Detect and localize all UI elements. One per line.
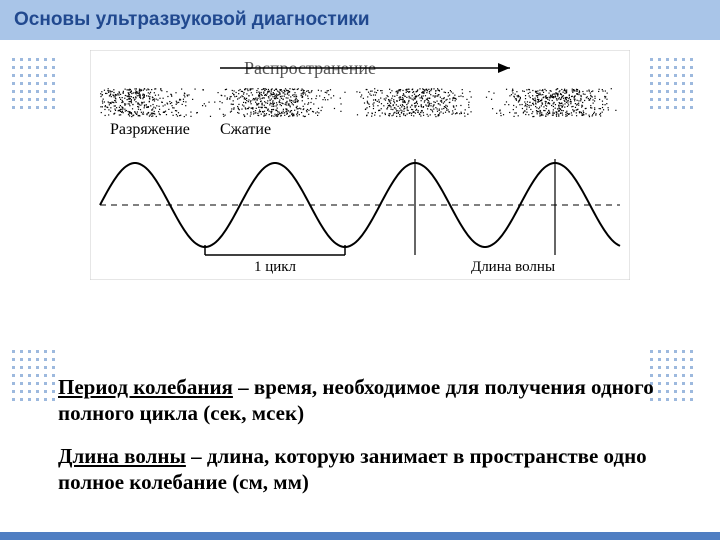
title-bar: Основы ультразвуковой диагностики [0,0,720,40]
definitions-block: Период колебания – время, необходимое дл… [58,375,662,495]
bottom-accent-bar [0,532,720,540]
svg-text:Разряжение: Разряжение [110,121,190,138]
term-wavelength: Длина волны [58,444,186,468]
definition-wavelength: Длина волны – длина, которую занимает в … [58,444,662,495]
svg-text:1 цикл: 1 цикл [254,259,297,275]
term-period: Период колебания [58,375,233,399]
wave-diagram-svg: РаспространениеРазряжениеСжатие1 циклДли… [90,50,630,280]
svg-text:Длина волны: Длина волны [471,259,555,275]
definition-period: Период колебания – время, необходимое дл… [58,375,662,426]
wave-figure: РаспространениеРазряжениеСжатие1 циклДли… [90,50,630,280]
svg-text:Сжатие: Сжатие [220,121,271,138]
page-title: Основы ультразвуковой диагностики [14,9,370,31]
